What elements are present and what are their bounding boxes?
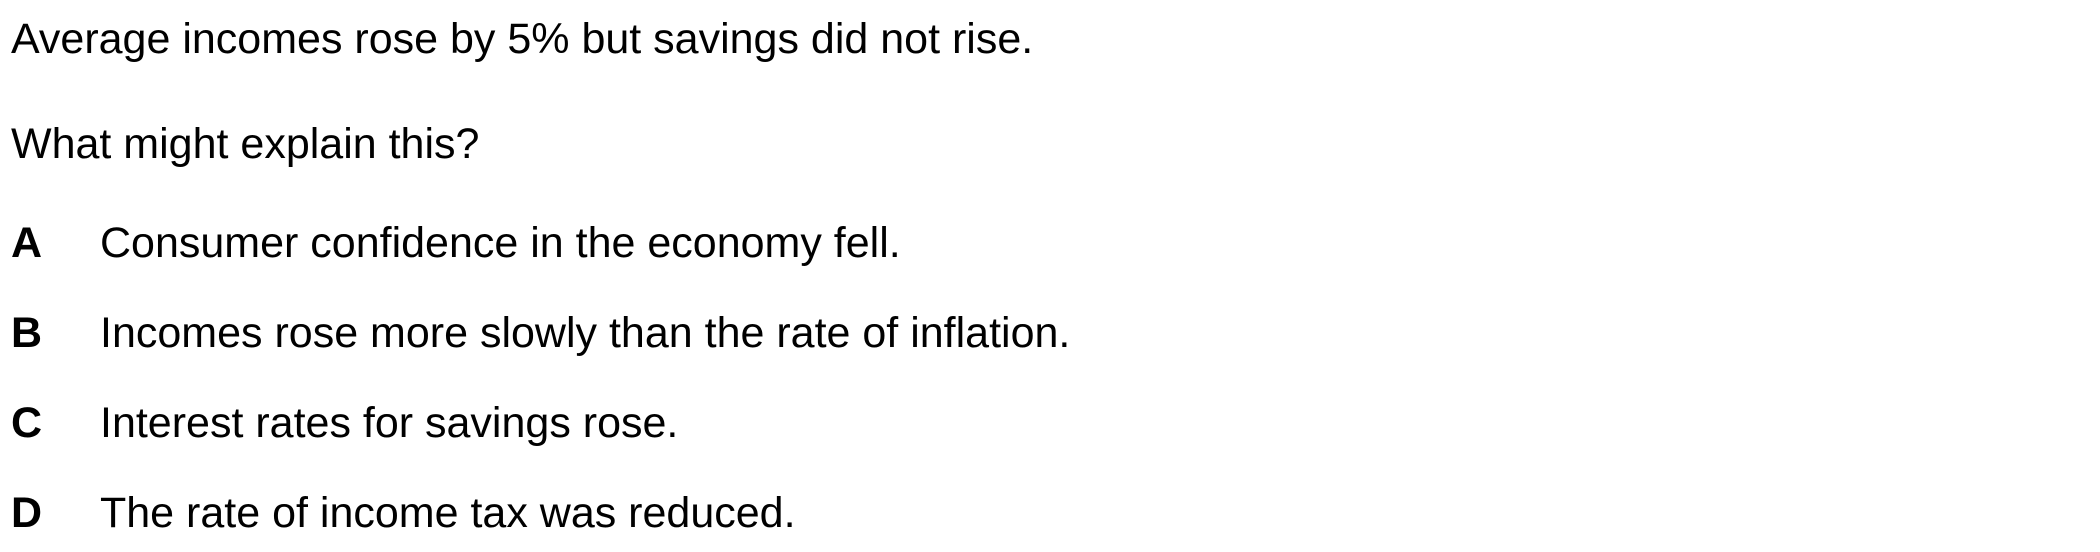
option-d-text: The rate of income tax was reduced. — [100, 489, 796, 537]
option-c-letter: C — [11, 399, 43, 447]
option-c: C Interest rates for savings rose. — [11, 398, 678, 448]
question-prompt: What might explain this? — [11, 120, 480, 168]
option-b-letter: B — [11, 309, 43, 357]
option-b: B Incomes rose more slowly than the rate… — [11, 308, 1070, 358]
option-d-letter: D — [11, 489, 43, 537]
question-stem: Average incomes rose by 5% but savings d… — [11, 15, 1034, 63]
option-a-letter: A — [11, 219, 43, 267]
option-b-text: Incomes rose more slowly than the rate o… — [100, 309, 1071, 357]
option-a-text: Consumer confidence in the economy fell. — [100, 219, 901, 267]
option-d: D The rate of income tax was reduced. — [11, 488, 796, 538]
option-a: A Consumer confidence in the economy fel… — [11, 218, 901, 268]
option-c-text: Interest rates for savings rose. — [100, 399, 679, 447]
